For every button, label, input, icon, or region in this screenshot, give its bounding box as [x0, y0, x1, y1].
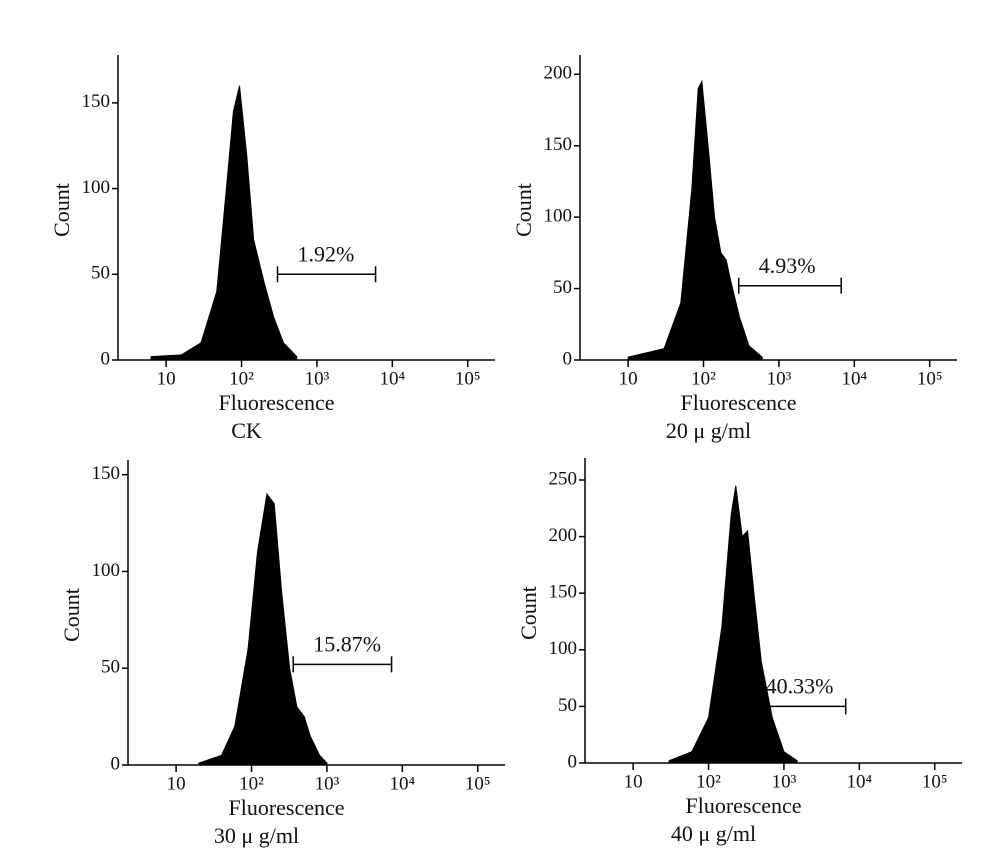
y-tick-label: 0: [568, 751, 578, 772]
y-axis-label: Count: [511, 183, 536, 237]
x-tick-label: 10⁵: [465, 773, 491, 794]
y-tick-label: 150: [92, 463, 121, 484]
x-tick-label: 10⁴: [380, 368, 406, 389]
gate-label: 15.87%: [313, 631, 381, 656]
x-tick-label: 10⁴: [842, 368, 868, 389]
histogram: [198, 492, 328, 766]
x-tick-label: 10³: [772, 771, 797, 792]
y-tick-label: 100: [549, 638, 578, 659]
y-tick-label: 0: [563, 348, 573, 369]
x-axis-label: Fluorescence: [680, 390, 796, 415]
x-axis-label: Fluorescence: [228, 795, 344, 820]
x-axis-label: Fluorescence: [218, 390, 334, 415]
caption: 30 μ g/ml: [214, 823, 299, 848]
x-tick-label: 10⁴: [847, 771, 873, 792]
y-tick-label: 50: [553, 277, 572, 298]
y-tick-label: 0: [111, 753, 121, 774]
x-tick-label: 10: [624, 771, 643, 792]
x-tick-label: 10²: [229, 368, 254, 389]
gate-label: 4.93%: [759, 253, 816, 278]
gate-label: 1.92%: [298, 241, 355, 266]
caption: 20 μ g/ml: [666, 418, 751, 443]
y-tick-label: 150: [544, 134, 573, 155]
y-tick-label: 200: [544, 63, 573, 84]
y-tick-label: 150: [82, 91, 111, 112]
caption: 40 μ g/ml: [671, 821, 756, 846]
histogram: [150, 85, 298, 361]
y-tick-label: 50: [101, 657, 120, 678]
gate-label: 40.33%: [766, 673, 834, 698]
y-tick-label: 100: [544, 206, 573, 227]
y-tick-label: 50: [91, 263, 110, 284]
y-axis-label: Count: [49, 183, 74, 237]
x-tick-label: 10: [157, 368, 176, 389]
histogram: [627, 79, 763, 361]
y-tick-label: 0: [101, 348, 111, 369]
x-tick-label: 10⁴: [390, 773, 416, 794]
y-tick-label: 50: [558, 695, 577, 716]
y-axis-label: Count: [516, 586, 541, 640]
x-axis-label: Fluorescence: [685, 793, 801, 818]
y-tick-label: 150: [549, 582, 578, 603]
histogram: [668, 485, 798, 764]
x-tick-label: 10³: [767, 368, 792, 389]
x-tick-label: 10²: [696, 771, 721, 792]
x-tick-label: 10⁵: [922, 771, 948, 792]
x-tick-label: 10²: [691, 368, 716, 389]
y-tick-label: 200: [549, 525, 578, 546]
x-tick-label: 10³: [305, 368, 330, 389]
y-tick-label: 100: [92, 560, 121, 581]
x-tick-label: 10: [619, 368, 638, 389]
y-axis-label: Count: [59, 588, 84, 642]
x-tick-label: 10³: [315, 773, 340, 794]
x-tick-label: 10⁵: [917, 368, 943, 389]
x-tick-label: 10: [167, 773, 186, 794]
caption: CK: [231, 418, 262, 443]
x-tick-label: 10²: [239, 773, 264, 794]
x-tick-label: 10⁵: [455, 368, 481, 389]
y-tick-label: 250: [549, 468, 578, 489]
y-tick-label: 100: [82, 177, 111, 198]
